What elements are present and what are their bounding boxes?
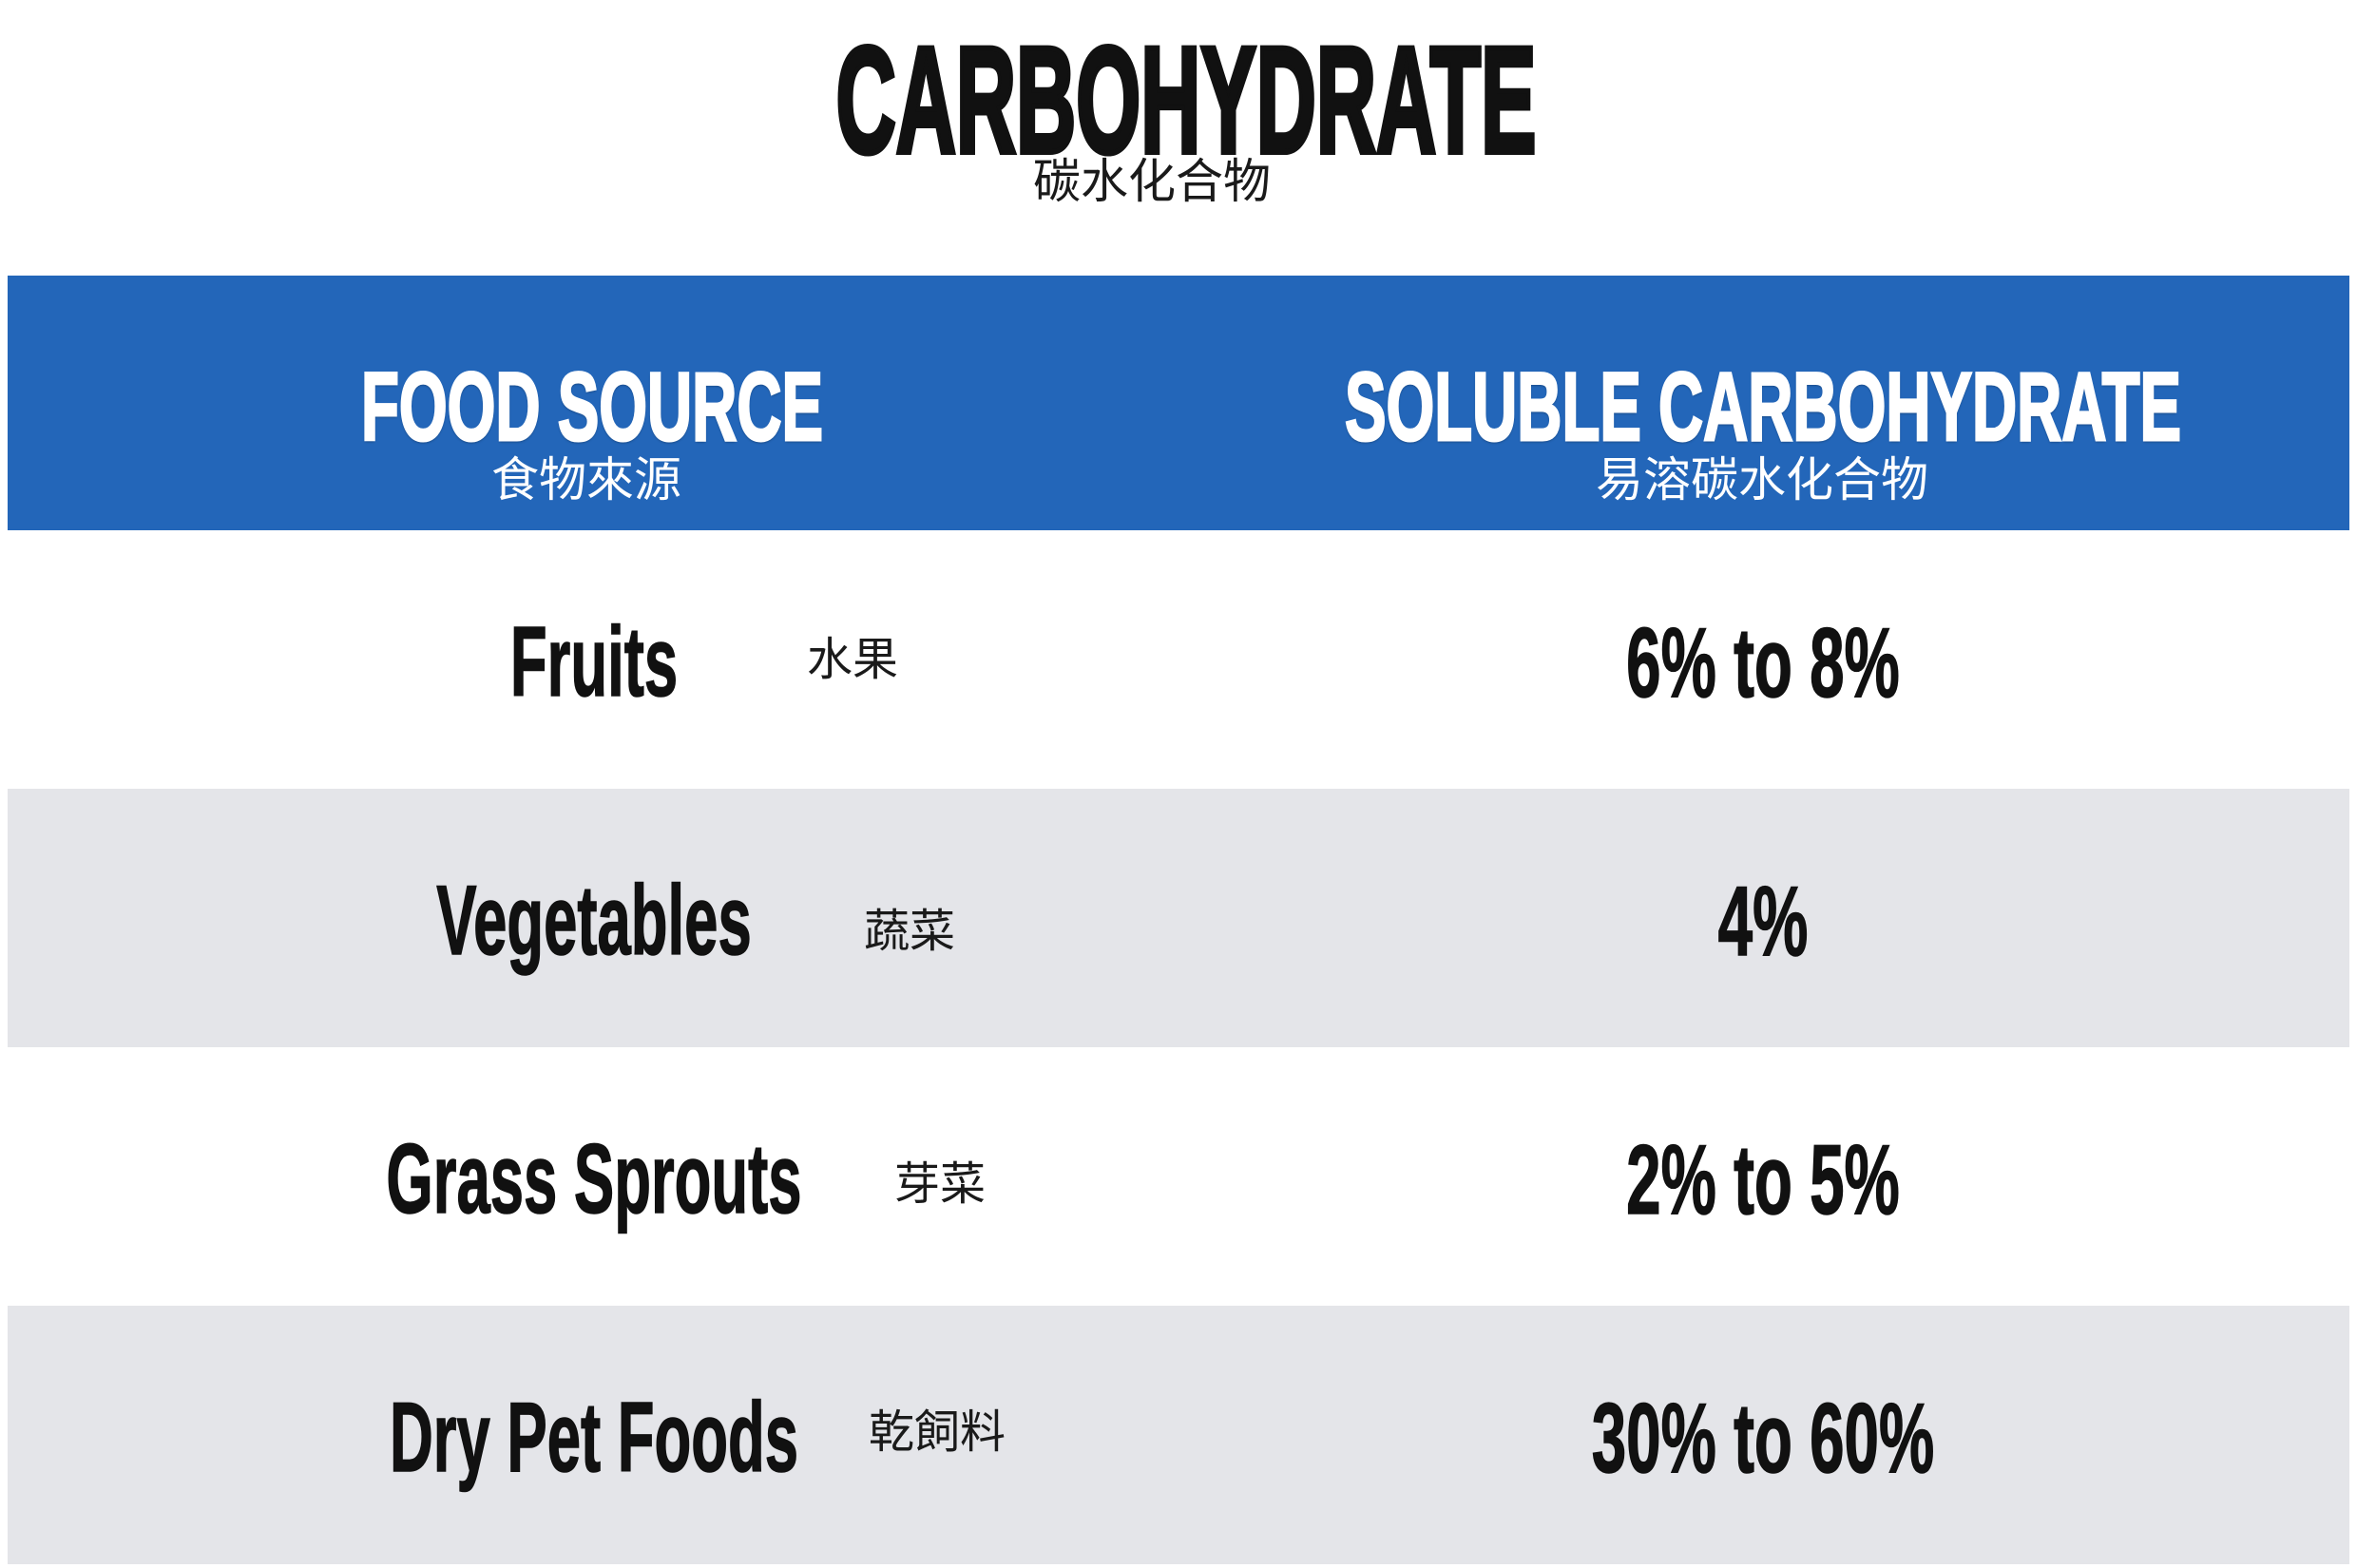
carbohydrate-value: 2% to 5% — [1626, 1125, 1901, 1235]
food-name-chinese: 芽菜 — [894, 1157, 987, 1211]
header-soluble-carbohydrate-chinese: 易溶碳水化合物 — [1596, 452, 1928, 507]
food-name-chinese: 乾飼料 — [869, 1405, 1006, 1459]
header-food-source: FOOD SOURCE — [360, 353, 824, 461]
food-name-chinese: 蔬菜 — [864, 905, 956, 958]
food-name: Vegetables — [436, 866, 752, 976]
header-food-source-chinese: 食物來源 — [491, 452, 681, 507]
carbohydrate-value: 4% — [1717, 867, 1809, 977]
page-title: CARBOHYDRATE — [834, 15, 1538, 184]
header-soluble-carbohydrate: SOLUBLE CARBOHYDRATE — [1344, 353, 2182, 461]
food-name: Grass Sprouts — [386, 1124, 802, 1234]
carbohydrate-value: 30% to 60% — [1591, 1384, 1935, 1494]
table-row: Grass Sprouts 芽菜 2% to 5% — [8, 1047, 2349, 1306]
table-header: FOOD SOURCE 食物來源 SOLUBLE CARBOHYDRATE 易溶… — [8, 276, 2349, 530]
food-name: Fruits — [509, 607, 679, 717]
table-row: Fruits 水果 6% to 8% — [8, 530, 2349, 789]
food-name: Dry Pet Foods — [389, 1383, 799, 1493]
carbohydrate-value: 6% to 8% — [1626, 608, 1901, 718]
table-row: Dry Pet Foods 乾飼料 30% to 60% — [8, 1306, 2349, 1564]
table-row: Vegetables 蔬菜 4% — [8, 789, 2349, 1047]
page-title-chinese: 碳水化合物 — [1033, 154, 1271, 209]
food-name-chinese: 水果 — [807, 633, 899, 686]
